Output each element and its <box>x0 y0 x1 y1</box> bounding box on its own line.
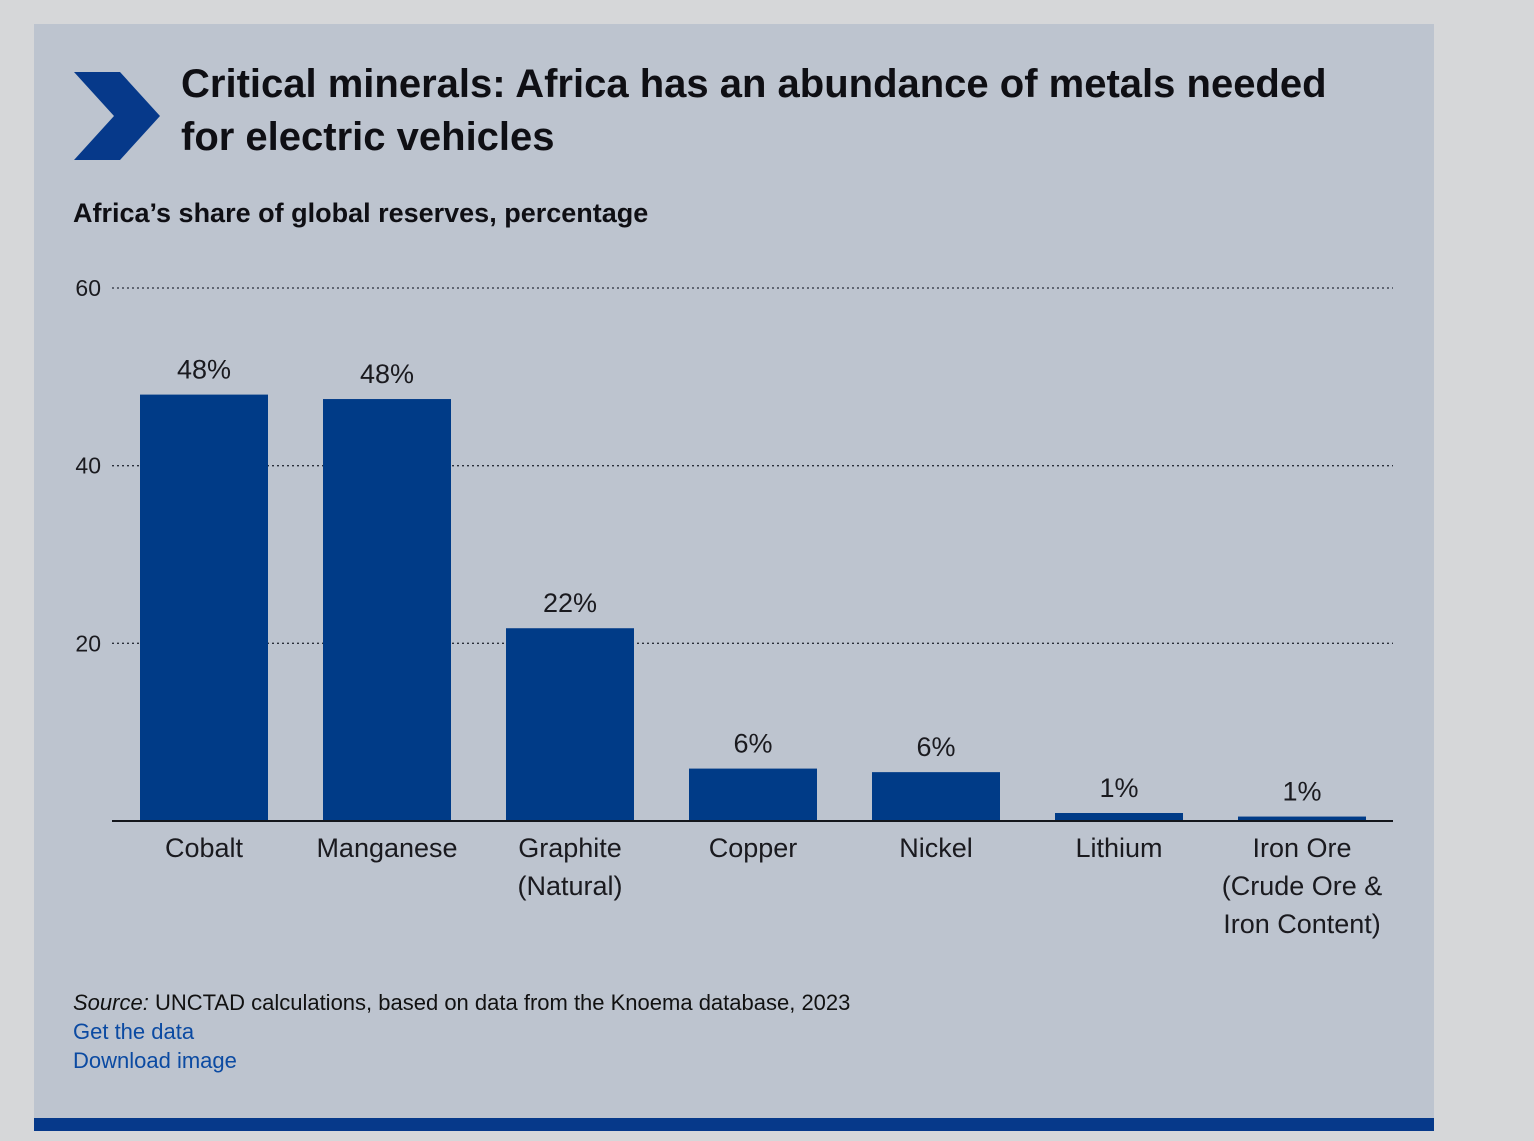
bar <box>1238 816 1366 821</box>
bar <box>689 768 817 821</box>
data-label: 48% <box>177 355 231 385</box>
y-tick-label: 40 <box>75 453 101 479</box>
source-prefix: Source: <box>73 990 149 1015</box>
x-category-label: Copper <box>709 833 798 863</box>
x-category-label: Iron Content) <box>1223 909 1381 939</box>
x-category-label: Cobalt <box>165 833 244 863</box>
data-label: 1% <box>1099 773 1138 803</box>
x-category-label: Graphite <box>518 833 622 863</box>
x-category-label: (Crude Ore & <box>1222 871 1383 901</box>
bottom-accent-bar <box>34 1118 1434 1131</box>
data-label: 48% <box>360 359 414 389</box>
x-category-label: (Natural) <box>517 871 622 901</box>
source-note: Source: UNCTAD calculations, based on da… <box>73 988 850 1017</box>
x-category-label: Nickel <box>899 833 973 863</box>
data-label: 1% <box>1282 777 1321 807</box>
y-tick-label: 20 <box>75 630 101 656</box>
chart-subtitle: Africa’s share of global reserves, perce… <box>73 198 649 228</box>
bar <box>506 628 634 821</box>
x-category-label: Iron Ore <box>1252 833 1351 863</box>
data-label: 22% <box>543 588 597 618</box>
source-text: UNCTAD calculations, based on data from … <box>148 990 851 1015</box>
bar <box>140 394 268 821</box>
x-category-label: Manganese <box>316 833 457 863</box>
data-label: 6% <box>733 729 772 759</box>
download-image-link[interactable]: Download image <box>73 1048 237 1073</box>
bar <box>1055 813 1183 821</box>
data-label: 6% <box>916 732 955 762</box>
x-category-label: Lithium <box>1075 833 1162 863</box>
bar <box>323 399 451 821</box>
chart-title: Critical minerals: Africa has an abundan… <box>181 62 1327 159</box>
y-tick-label: 60 <box>75 275 101 301</box>
get-data-link[interactable]: Get the data <box>73 1019 195 1044</box>
chevron-right-icon <box>74 72 160 160</box>
bar <box>872 772 1000 821</box>
chart-footer: Source: UNCTAD calculations, based on da… <box>73 988 850 1075</box>
